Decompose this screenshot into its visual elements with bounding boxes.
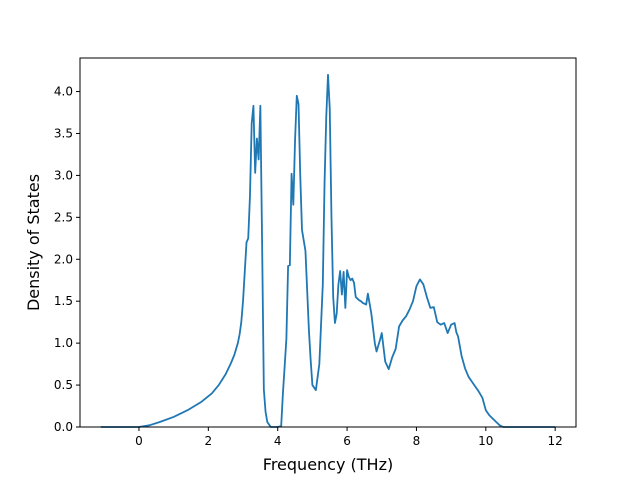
y-tick-label: 1.0 xyxy=(54,336,73,350)
x-axis-label: Frequency (THz) xyxy=(263,455,393,474)
y-tick-label: 4.0 xyxy=(54,85,73,99)
plot-area xyxy=(100,73,556,428)
x-tick-label: 12 xyxy=(548,434,563,448)
x-tick-label: 10 xyxy=(478,434,493,448)
x-tick-label: 2 xyxy=(205,434,213,448)
y-tick-label: 0.0 xyxy=(54,420,73,434)
y-axis-label: Density of States xyxy=(24,174,43,311)
dos-series-line-0 xyxy=(100,73,556,428)
x-tick-label: 8 xyxy=(413,434,421,448)
y-tick-label: 0.5 xyxy=(54,378,73,392)
y-tick-label: 3.0 xyxy=(54,168,73,182)
axes-frame xyxy=(79,57,577,428)
x-axis-ticks: 0 2 4 6 8 10 12 xyxy=(135,427,563,448)
x-tick-label: 6 xyxy=(343,434,351,448)
y-tick-label: 2.5 xyxy=(54,210,73,224)
y-axis-ticks: 0.0 0.5 1.0 1.5 2.0 2.5 3.0 3.5 4.0 xyxy=(54,85,80,434)
x-tick-label: 0 xyxy=(135,434,143,448)
y-tick-label: 2.0 xyxy=(54,252,73,266)
y-tick-label: 1.5 xyxy=(54,294,73,308)
x-tick-label: 4 xyxy=(274,434,282,448)
y-tick-label: 3.5 xyxy=(54,126,73,140)
